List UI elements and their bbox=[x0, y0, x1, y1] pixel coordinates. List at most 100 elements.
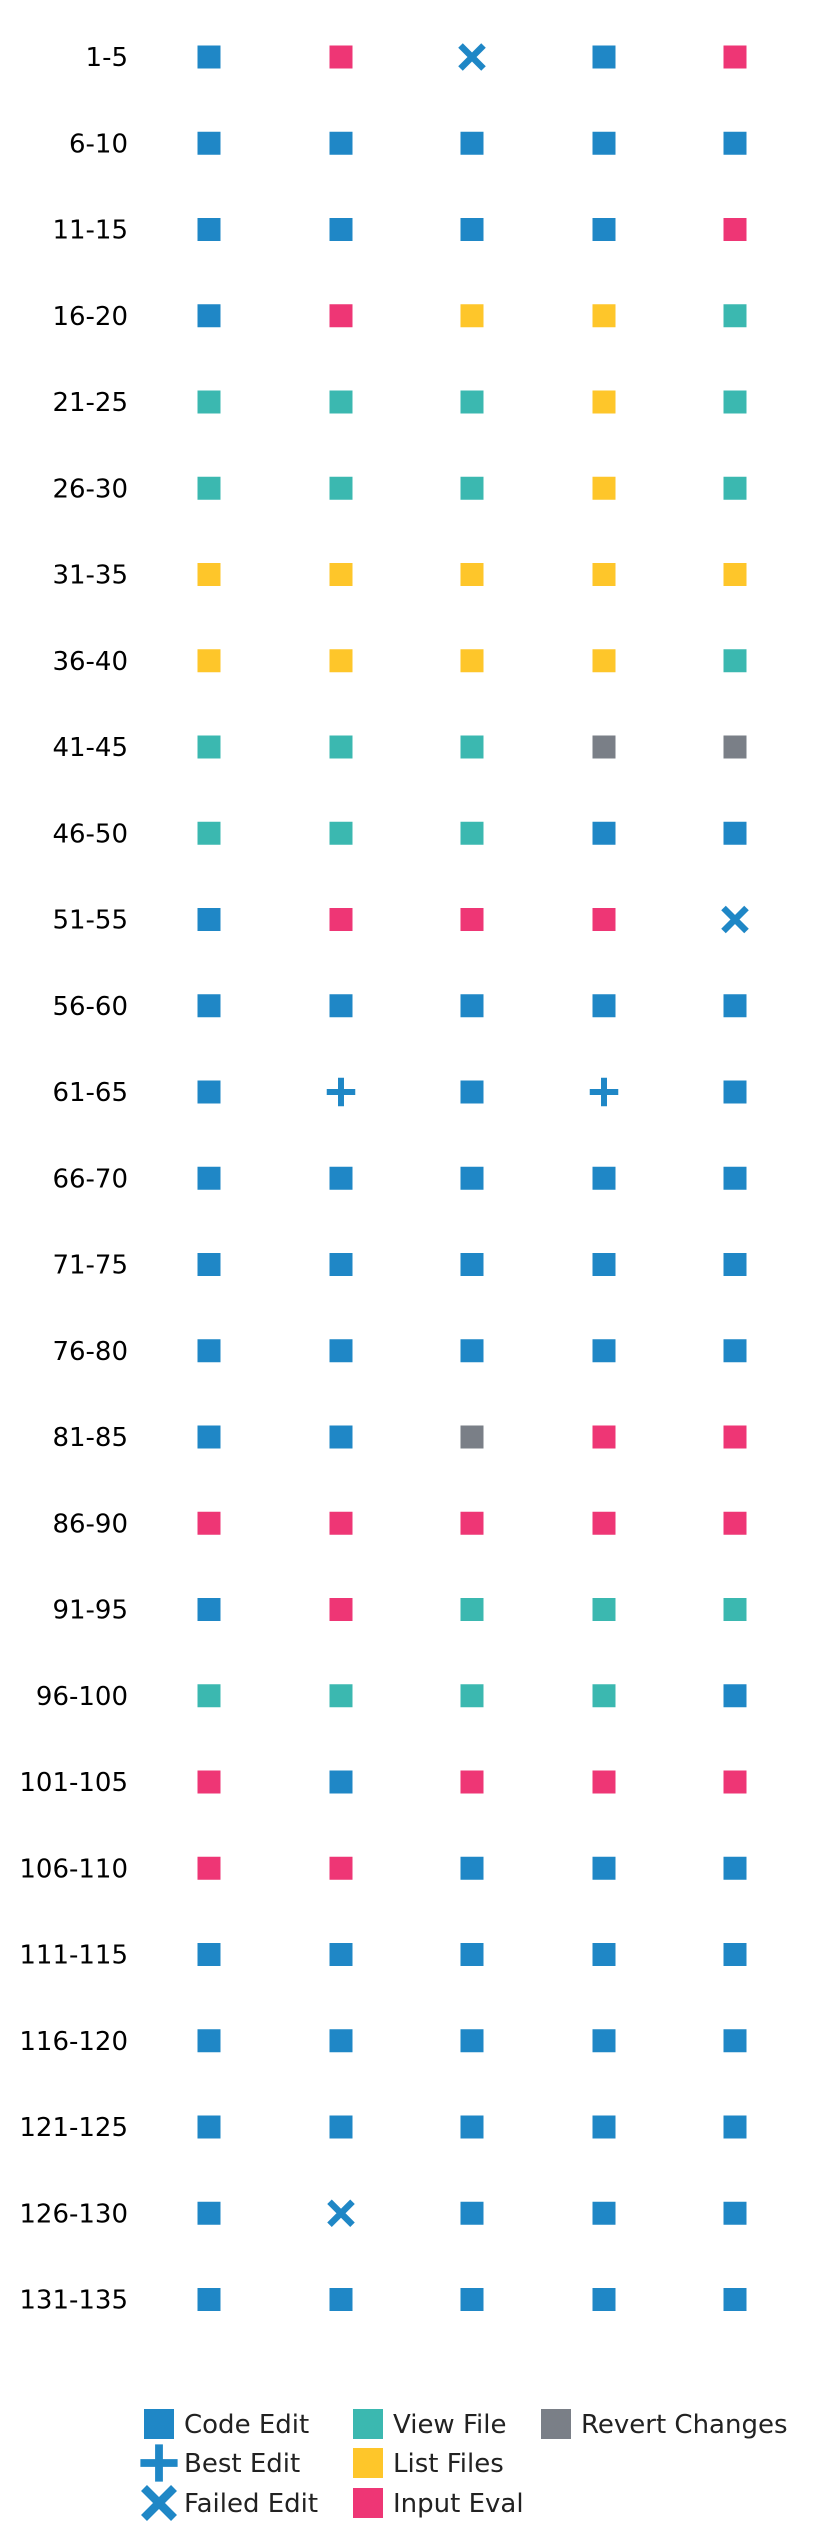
row-label: 21-25 bbox=[52, 388, 128, 418]
code-edit-marker bbox=[592, 1339, 616, 1363]
legend-label: Best Edit bbox=[184, 2449, 300, 2479]
legend-item-failed-edit: Failed Edit bbox=[141, 2485, 318, 2521]
code-edit-marker bbox=[592, 2288, 616, 2311]
code-edit-marker bbox=[197, 1425, 221, 1449]
legend-item-view-file: View File bbox=[353, 2409, 506, 2440]
row-label: 86-90 bbox=[52, 1509, 128, 1539]
row-label: 81-85 bbox=[52, 1423, 128, 1453]
legend-failed-edit-marker bbox=[141, 2485, 177, 2521]
input-eval-marker bbox=[460, 908, 484, 931]
code-edit-marker bbox=[592, 821, 616, 845]
input-eval-marker bbox=[329, 908, 353, 931]
list-files-marker bbox=[197, 563, 221, 586]
row-label: 56-60 bbox=[52, 992, 128, 1022]
input-eval-marker bbox=[329, 304, 353, 328]
code-edit-marker bbox=[723, 2115, 747, 2139]
view-file-marker bbox=[723, 649, 747, 673]
legend-view-file-marker bbox=[353, 2409, 383, 2439]
code-edit-marker bbox=[460, 131, 484, 155]
legend-label: Input Eval bbox=[393, 2489, 524, 2519]
legend-revert-changes-marker bbox=[541, 2409, 571, 2439]
code-edit-marker bbox=[592, 2029, 616, 2053]
code-edit-marker bbox=[723, 821, 747, 845]
row-labels: 1-5 6-10 11-15 16-20 21-25 26-30 31-35 36-40 41-… bbox=[19, 43, 128, 2316]
view-file-marker bbox=[329, 390, 353, 414]
legend-item-list-files: List Files bbox=[353, 2448, 504, 2479]
list-files-marker bbox=[592, 390, 616, 414]
list-files-marker bbox=[460, 563, 484, 586]
list-files-marker bbox=[460, 304, 484, 328]
row-label: 41-45 bbox=[52, 733, 128, 763]
input-eval-marker bbox=[592, 908, 616, 931]
list-files-marker bbox=[592, 304, 616, 328]
code-edit-marker bbox=[723, 994, 747, 1018]
code-edit-marker bbox=[723, 2201, 747, 2225]
row-label: 76-80 bbox=[52, 1337, 128, 1367]
code-edit-marker bbox=[723, 1166, 747, 1190]
legend: Code Edit Best Edit Failed Edit View File Li… bbox=[140, 2409, 788, 2521]
input-eval-marker bbox=[460, 1511, 484, 1535]
code-edit-marker bbox=[723, 1339, 747, 1363]
code-edit-marker bbox=[329, 2115, 353, 2139]
input-eval-marker bbox=[723, 218, 747, 241]
code-edit-marker bbox=[460, 2029, 484, 2053]
code-edit-marker bbox=[197, 218, 221, 241]
code-edit-marker bbox=[197, 994, 221, 1018]
code-edit-marker bbox=[460, 2201, 484, 2225]
code-edit-marker bbox=[197, 2201, 221, 2225]
code-edit-marker bbox=[460, 1253, 484, 1276]
view-file-marker bbox=[723, 1598, 747, 1621]
row-label: 96-100 bbox=[36, 1682, 128, 1712]
legend-item-revert-changes: Revert Changes bbox=[541, 2409, 788, 2440]
code-edit-marker bbox=[592, 2201, 616, 2225]
view-file-marker bbox=[460, 1684, 484, 1708]
legend-code-edit-marker bbox=[144, 2409, 174, 2439]
legend-input-eval-marker bbox=[353, 2488, 383, 2518]
view-file-marker bbox=[460, 476, 484, 500]
code-edit-marker bbox=[329, 1253, 353, 1276]
row-label: 16-20 bbox=[52, 302, 128, 332]
view-file-marker bbox=[197, 390, 221, 414]
view-file-marker bbox=[329, 476, 353, 500]
code-edit-marker bbox=[592, 994, 616, 1018]
view-file-marker bbox=[329, 1684, 353, 1708]
best-edit-marker bbox=[326, 1077, 356, 1107]
view-file-marker bbox=[723, 390, 747, 414]
view-file-marker bbox=[460, 821, 484, 845]
view-file-marker bbox=[723, 304, 747, 328]
view-file-marker bbox=[197, 735, 221, 759]
revert-changes-marker bbox=[592, 735, 616, 759]
legend-label: Failed Edit bbox=[184, 2489, 318, 2519]
list-files-marker bbox=[592, 476, 616, 500]
code-edit-marker bbox=[723, 131, 747, 155]
revert-changes-marker bbox=[460, 1425, 484, 1449]
view-file-marker bbox=[197, 821, 221, 845]
list-files-marker bbox=[723, 563, 747, 586]
code-edit-marker bbox=[197, 1166, 221, 1190]
code-edit-marker bbox=[197, 1339, 221, 1363]
row-label: 71-75 bbox=[52, 1251, 128, 1281]
list-files-marker bbox=[460, 649, 484, 673]
code-edit-marker bbox=[197, 908, 221, 931]
view-file-marker bbox=[592, 1684, 616, 1708]
row-label: 11-15 bbox=[52, 216, 128, 246]
input-eval-marker bbox=[592, 1770, 616, 1794]
code-edit-marker bbox=[197, 1253, 221, 1276]
code-edit-marker bbox=[723, 1856, 747, 1880]
code-edit-marker bbox=[592, 1856, 616, 1880]
code-edit-marker bbox=[460, 994, 484, 1018]
code-edit-marker bbox=[197, 2288, 221, 2311]
row-label: 31-35 bbox=[52, 561, 128, 591]
view-file-marker bbox=[460, 1598, 484, 1621]
code-edit-marker bbox=[592, 1166, 616, 1190]
code-edit-marker bbox=[592, 218, 616, 241]
view-file-marker bbox=[460, 735, 484, 759]
code-edit-marker bbox=[460, 1339, 484, 1363]
code-edit-marker bbox=[197, 45, 221, 69]
input-eval-marker bbox=[197, 1770, 221, 1794]
row-label: 106-110 bbox=[19, 1854, 128, 1884]
row-label: 66-70 bbox=[52, 1164, 128, 1194]
code-edit-marker bbox=[329, 1339, 353, 1363]
view-file-marker bbox=[723, 476, 747, 500]
code-edit-marker bbox=[723, 1684, 747, 1708]
